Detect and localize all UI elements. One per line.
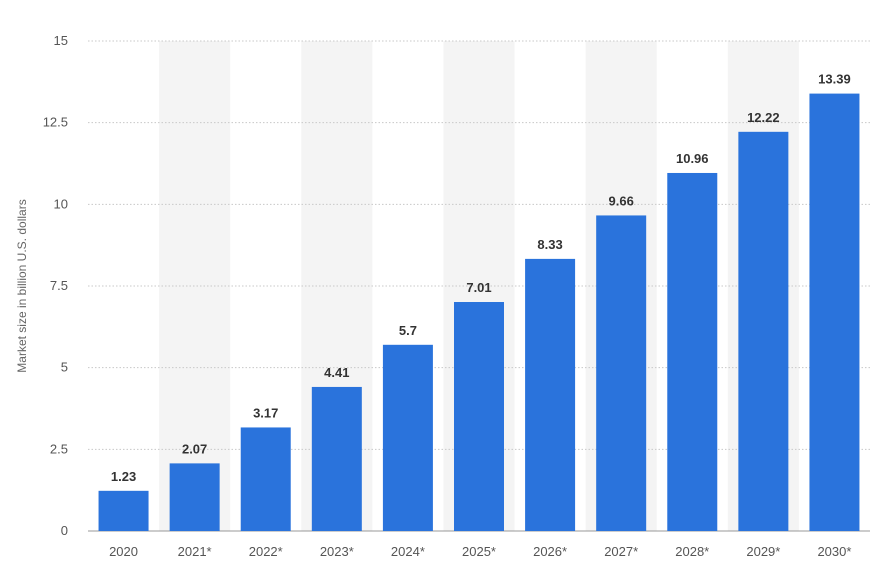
y-tick-label: 10 (54, 196, 68, 211)
y-tick-label: 2.5 (50, 441, 68, 456)
data-label: 7.01 (466, 280, 491, 295)
data-label: 9.66 (609, 193, 634, 208)
bar (382, 344, 433, 531)
x-tick-label: 2025* (462, 544, 496, 559)
data-label: 1.23 (111, 469, 136, 484)
x-tick-label: 2026* (533, 544, 567, 559)
x-axis-ticks: 2020 2021* 2022* 2023* 2024* 2025* 2026* 2027* 2… (109, 544, 851, 559)
data-labels: 1.23 2.07 3.17 4.41 5.7 7.01 8.33 9.66 10.96 12.2… (111, 72, 851, 484)
data-label: 5.7 (399, 323, 417, 338)
bar (596, 215, 647, 531)
x-tick-label: 2022* (249, 544, 283, 559)
bar (240, 427, 291, 531)
data-label: 10.96 (676, 151, 709, 166)
data-label: 2.07 (182, 441, 207, 456)
data-label: 4.41 (324, 365, 349, 380)
data-label: 13.39 (818, 72, 851, 87)
data-label: 8.33 (537, 237, 562, 252)
bar (169, 463, 220, 531)
bar (809, 93, 860, 532)
x-tick-label: 2029* (746, 544, 780, 559)
bar (454, 302, 504, 531)
bar (667, 172, 718, 531)
x-tick-label: 2020 (109, 544, 138, 559)
data-label: 3.17 (253, 405, 278, 420)
y-axis-title: Market size in billion U.S. dollars (15, 199, 29, 372)
bar (738, 131, 789, 531)
y-axis-ticks: 0 2.5 5 7.5 10 12.5 15 (43, 33, 68, 538)
bar (98, 490, 149, 531)
y-tick-label: 0 (61, 523, 68, 538)
y-tick-label: 7.5 (50, 278, 68, 293)
y-tick-label: 15 (54, 33, 68, 48)
y-tick-label: 5 (61, 360, 68, 375)
x-tick-label: 2030* (817, 544, 851, 559)
bars (98, 93, 860, 532)
x-tick-label: 2023* (320, 544, 354, 559)
bar (525, 258, 576, 531)
x-tick-label: 2024* (391, 544, 425, 559)
data-label: 12.22 (747, 110, 780, 125)
x-tick-label: 2028* (675, 544, 709, 559)
x-tick-label: 2027* (604, 544, 638, 559)
y-tick-label: 12.5 (43, 115, 68, 130)
x-tick-label: 2021* (178, 544, 212, 559)
bar (311, 386, 362, 531)
